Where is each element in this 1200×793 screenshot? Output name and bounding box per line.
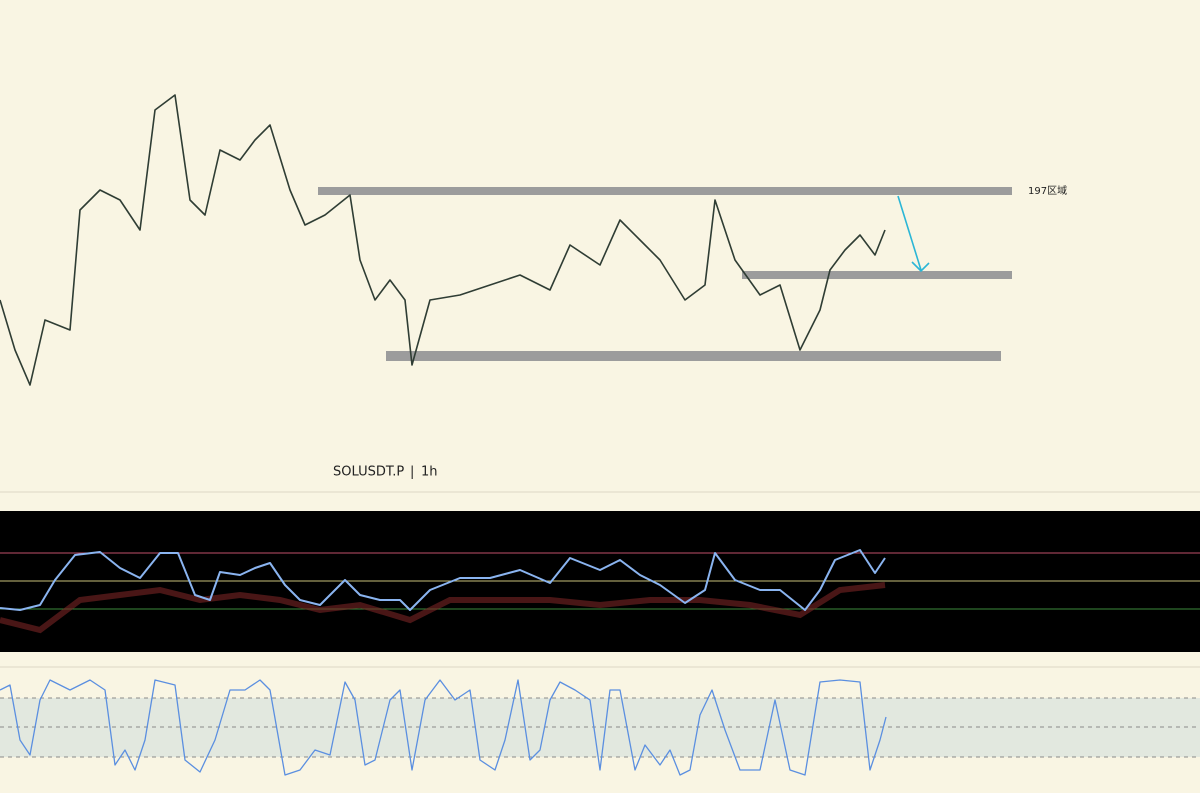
- price-pane: 197区域 SOLUSDT.P | 1h: [0, 94, 1067, 480]
- resistance-zone: [318, 187, 1012, 195]
- stochastic-pane: [0, 679, 1200, 776]
- symbol: SOLUSDT.P: [333, 465, 404, 480]
- oscillator-pane: [0, 511, 1200, 652]
- mid-zone: [742, 271, 1012, 279]
- zone-label: 197区域: [1028, 184, 1067, 197]
- forecast-arrow: [897, 195, 922, 271]
- histogram-band: [0, 582, 886, 634]
- price-line: [0, 94, 886, 386]
- support-zone: [386, 351, 1001, 361]
- separator: |: [410, 465, 414, 480]
- arrow-head: [911, 261, 930, 273]
- interval: 1h: [421, 465, 438, 480]
- stochastic-line: [0, 679, 887, 776]
- oscillator-line: [0, 549, 886, 611]
